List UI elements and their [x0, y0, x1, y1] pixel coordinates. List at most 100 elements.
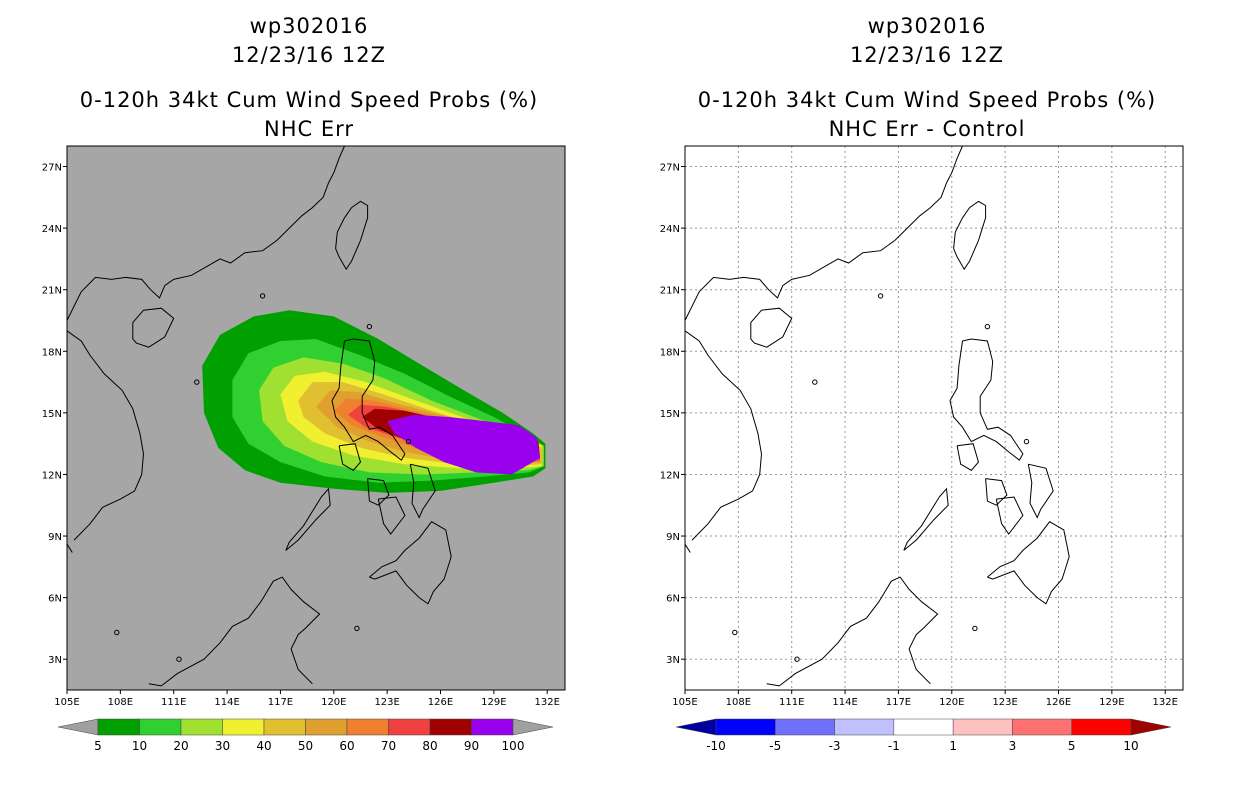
colorbar-label: 40: [256, 739, 271, 753]
colorbar-low-arrow: [57, 718, 99, 736]
coastline-taiwan: [953, 200, 987, 271]
lat-lon-grid: [684, 146, 1183, 690]
colorbar-segment: [305, 718, 348, 736]
coastline-panay: [985, 478, 1008, 506]
lon-tick-label: 120E: [321, 697, 346, 708]
lat-tick-label: 24N: [42, 224, 62, 235]
small-island-outline: [176, 656, 182, 662]
probability-band: [387, 414, 541, 475]
lat-tick-label: 15N: [660, 409, 680, 420]
colorbar-segment: [139, 718, 182, 736]
colorbar-segment: [97, 718, 140, 736]
coastline-mainland: [684, 145, 963, 321]
coastline-samar-leyte: [1027, 463, 1054, 519]
right-title-subtitle: NHC Err - Control: [828, 117, 1026, 141]
coastline-taiwan: [335, 200, 369, 271]
lon-tick-label: 123E: [992, 697, 1017, 708]
coastline-samar-leyte: [409, 463, 436, 519]
colorbar-label: 10: [132, 739, 147, 753]
colorbar-segment: [775, 718, 835, 736]
coastline-vietnam: [684, 330, 763, 541]
lon-tick-label: 111E: [161, 697, 186, 708]
colorbar-segment: [388, 718, 431, 736]
colorbar-segment: [715, 718, 776, 736]
right-title-storm-id: wp302016: [867, 14, 987, 38]
colorbar-label: 1: [949, 739, 957, 753]
coastline-negros-cebu: [377, 496, 406, 535]
lon-tick-label: 129E: [481, 697, 506, 708]
colorbar-label: 20: [173, 739, 188, 753]
colorbar-label: 70: [381, 739, 396, 753]
small-island-outline: [972, 625, 978, 632]
lat-tick-label: 21N: [660, 286, 680, 297]
colorbar-label: 30: [215, 739, 230, 753]
lon-tick-label: 108E: [726, 697, 751, 708]
colorbar-label: 10: [1123, 739, 1138, 753]
right-title-datetime: 12/23/16 12Z: [849, 43, 1005, 67]
coastline-mindanao: [987, 521, 1070, 605]
map-frame: [66, 145, 566, 691]
left-title-datetime: 12/23/16 12Z: [231, 43, 387, 67]
small-island-outline: [405, 438, 412, 445]
colorbar-segment: [471, 718, 514, 736]
colorbar-label: 100: [502, 739, 525, 753]
lon-tick-label: 123E: [374, 697, 399, 708]
small-island-outline: [259, 293, 266, 299]
lat-tick-label: 12N: [660, 470, 680, 481]
small-island-outline: [877, 293, 884, 299]
right-title-product: 0-120h 34kt Cum Wind Speed Probs (%): [697, 88, 1157, 112]
coastline-hainan: [132, 307, 175, 348]
colorbar-label: 50: [298, 739, 313, 753]
lat-tick-label: 24N: [660, 224, 680, 235]
coastline-luzon: [331, 338, 406, 461]
small-island-outline: [984, 323, 991, 330]
right-map-panel: wp302016 12/23/16 12Z 0-120h 34kt Cum Wi…: [618, 0, 1236, 800]
lon-tick-label: 132E: [1153, 697, 1178, 708]
left-probability-map: 105E 108E 111E 114E 117E 120E 123E 126E 129E 132E…: [42, 145, 566, 753]
coastline-mainland: [66, 145, 345, 321]
coastline-malay: [66, 543, 73, 553]
colorbar-segment: [180, 718, 223, 736]
small-island-outline: [366, 323, 373, 330]
lat-tick-label: 21N: [42, 286, 62, 297]
lat-tick-label: 9N: [48, 532, 62, 543]
coastline-palawan: [903, 487, 949, 551]
map-frame: [684, 145, 1184, 691]
colorbar-segment: [429, 718, 472, 736]
left-title-storm-id: wp302016: [249, 14, 369, 38]
colorbar-label: 80: [422, 739, 437, 753]
colorbar-label: 3: [1009, 739, 1017, 753]
coastline-hainan: [750, 307, 793, 348]
lon-tick-label: 105E: [672, 697, 697, 708]
colorbar-segment: [1071, 718, 1132, 736]
lon-tick-label: 105E: [54, 697, 79, 708]
coastline-palawan: [285, 487, 331, 551]
axis-labels: 105E 108E 111E 114E 117E 120E 123E 126E 129E 132E…: [660, 163, 1178, 708]
lon-tick-label: 114E: [832, 697, 857, 708]
coastline-malay: [684, 543, 691, 553]
colorbar: 5 10 20 30 40 50 60 70 80 90 100: [57, 718, 554, 753]
small-island-outline: [794, 656, 800, 662]
small-island-outline: [354, 625, 360, 632]
colorbar-label: -1: [888, 739, 900, 753]
lat-tick-label: 27N: [42, 163, 62, 174]
left-title-product: 0-120h 34kt Cum Wind Speed Probs (%): [79, 88, 539, 112]
colorbar-label: -3: [829, 739, 841, 753]
colorbar-high-arrow: [512, 718, 554, 736]
lat-tick-label: 27N: [660, 163, 680, 174]
right-difference-map: 105E 108E 111E 114E 117E 120E 123E 126E 129E 132E…: [660, 145, 1184, 753]
lon-tick-label: 108E: [108, 697, 133, 708]
colorbar: -10 -5 -3 -1 1 3 5 10: [675, 718, 1172, 753]
lon-tick-label: 126E: [1046, 697, 1071, 708]
coastline-mindoro: [956, 443, 980, 471]
coastline-luzon: [949, 338, 1024, 461]
axis-labels: 105E 108E 111E 114E 117E 120E 123E 126E 129E 132E…: [42, 163, 560, 708]
lat-tick-label: 18N: [42, 347, 62, 358]
coastline-mindanao: [369, 521, 452, 605]
lat-tick-label: 18N: [660, 347, 680, 358]
colorbar-label: -10: [706, 739, 726, 753]
colorbar-label: 90: [464, 739, 479, 753]
coastlines: [66, 145, 452, 687]
small-island-outline: [1023, 438, 1030, 445]
small-island-outline: [114, 629, 120, 636]
